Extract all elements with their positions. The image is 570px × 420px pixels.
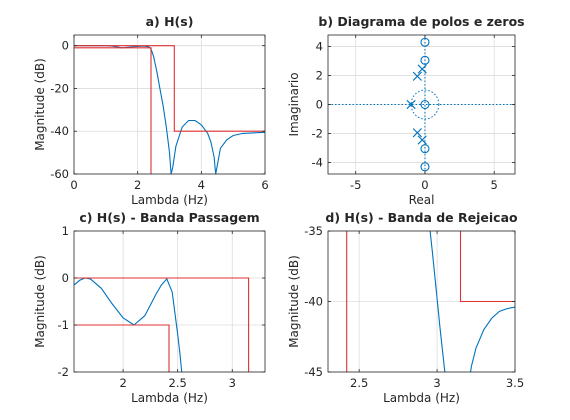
y-tick-label: -4 <box>312 155 323 169</box>
x-tick-label: 3.5 <box>506 376 524 390</box>
x-tick-label: 2 <box>119 376 126 390</box>
y-tick-label: -2 <box>312 126 323 140</box>
chart-title: a) H(s) <box>146 14 194 29</box>
zero-marker <box>420 162 430 172</box>
y-axis-label: Imaginario <box>287 72 301 136</box>
x-axis-label: Real <box>409 193 435 207</box>
y-axis-label: Magnitude (dB) <box>287 255 301 348</box>
unit-circle <box>410 89 440 120</box>
chart-title: d) H(s) - Banda de Rejeicao <box>325 210 518 225</box>
y-tick-label: -2 <box>58 365 69 379</box>
subplot-c: 2 2.5 3 1 0 -1 -2 c) H(s) - Banda Passagem Lambd… <box>33 210 266 405</box>
pole-marker <box>412 71 422 81</box>
plot-area-a <box>74 45 265 174</box>
x-axis-label: Lambda (Hz) <box>131 193 208 207</box>
chart-title: b) Diagrama de polos e zeros <box>318 14 524 29</box>
y-tick-label: 0 <box>316 98 323 112</box>
x-tick-label: 0 <box>70 178 77 192</box>
y-tick-label: -60 <box>50 167 69 181</box>
x-tick-label: 5 <box>491 178 498 192</box>
y-tick-label: 4 <box>316 40 323 54</box>
zero-marker <box>420 99 430 110</box>
axes-box-a <box>73 34 266 175</box>
y-tick-label: -45 <box>304 365 323 379</box>
spec-mask-line-a-2 <box>74 45 265 132</box>
x-tick-label: 0 <box>421 178 428 192</box>
y-tick-label: 2 <box>316 69 323 83</box>
y-tick-label: -35 <box>304 224 323 238</box>
response-line-d-1 <box>469 306 515 372</box>
spec-mask-line-a-1 <box>74 47 152 174</box>
y-axis-label: Magnitude (dB) <box>33 58 47 151</box>
spec-mask-line-c-1 <box>74 324 170 372</box>
subplot-d: 2.5 3 3.5 -35 -40 -45 d) H(s) - Banda de Rejei… <box>287 210 524 405</box>
pole-marker <box>406 99 416 110</box>
zero-marker <box>420 144 430 154</box>
plot-area-d <box>346 231 515 372</box>
y-tick-label: -40 <box>50 124 69 138</box>
x-axis-label: Lambda (Hz) <box>131 391 208 405</box>
y-tick-label: -40 <box>304 295 323 309</box>
y-tick-label: -20 <box>50 81 69 95</box>
pole-marker <box>412 128 422 138</box>
x-tick-label: 2 <box>134 178 141 192</box>
y-axis-label: Magnitude (dB) <box>33 255 47 348</box>
y-tick-label: 1 <box>62 224 69 238</box>
response-line-d-0 <box>429 231 446 372</box>
plot-area-b <box>328 35 515 174</box>
y-tick-label: 0 <box>62 271 69 285</box>
pole-marker <box>417 64 427 74</box>
pole-marker <box>417 135 427 145</box>
x-tick-label: 2.5 <box>169 376 187 390</box>
subplot-b: -5 0 5 4 2 0 -2 -4 b) Diagrama de polos e zeros R… <box>287 14 525 207</box>
x-tick-label: 3 <box>229 376 236 390</box>
axes-box-c <box>73 230 266 373</box>
x-tick-label: 3 <box>433 376 440 390</box>
x-tick-label: -5 <box>350 178 361 192</box>
y-tick-label: 0 <box>62 39 69 53</box>
zero-marker <box>420 55 430 65</box>
zero-marker <box>420 37 430 47</box>
x-tick-label: 4 <box>198 178 205 192</box>
x-tick-label: 6 <box>261 178 268 192</box>
x-axis-label: Lambda (Hz) <box>383 391 460 405</box>
spec-mask-line-c-2 <box>74 277 250 372</box>
subplot-a: 0 2 4 6 0 -20 -40 -60 a) H(s) Lambda (Hz) Magnitud… <box>33 14 269 207</box>
x-tick-label: 2.5 <box>350 376 368 390</box>
plot-area-c <box>74 277 250 372</box>
chart-title: c) H(s) - Banda Passagem <box>79 210 259 225</box>
y-tick-label: -1 <box>58 318 69 332</box>
spec-mask-line-d-3 <box>459 231 515 303</box>
